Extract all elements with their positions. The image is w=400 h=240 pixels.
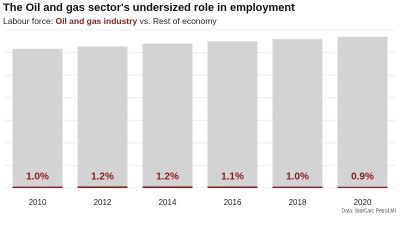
value-label: 1.0% (286, 172, 309, 183)
bar-segment (12, 48, 63, 187)
subtitle-prefix: Labour force: (3, 16, 53, 26)
bar-segment (207, 41, 258, 187)
bar-segment (12, 186, 63, 188)
x-tick-label: 2020 (354, 198, 372, 207)
value-label: 1.0% (26, 172, 49, 183)
bar-segment (272, 186, 323, 188)
subtitle-joiner: vs. (140, 16, 151, 26)
bar-segment (77, 46, 128, 187)
x-tick-label: 2010 (29, 198, 47, 207)
bar-segment (272, 39, 323, 187)
value-label: 1.1% (221, 172, 244, 183)
value-label: 0.9% (351, 172, 374, 183)
bar-segment (207, 186, 258, 188)
x-tick-label: 2012 (94, 198, 112, 207)
x-tick-label: 2018 (289, 198, 307, 207)
source-note: Data: StatCan; PetroLMI (342, 208, 396, 214)
x-tick-label: 2016 (224, 198, 242, 207)
chart-title: The Oil and gas sector's undersized role… (3, 2, 295, 14)
bar-segment (142, 43, 193, 187)
chart: The Oil and gas sector's undersized role… (3, 2, 396, 214)
legend-entry: Rest of economy (153, 16, 218, 26)
bar-segment (142, 186, 193, 188)
legend-entry: Oil and gas industry (55, 16, 137, 26)
bar-segment (77, 186, 128, 188)
value-label: 1.2% (156, 172, 179, 183)
x-tick-label: 2014 (159, 198, 177, 207)
bar-segment (337, 36, 388, 187)
bar-segment (337, 186, 388, 188)
value-label: 1.2% (91, 172, 114, 183)
chart-subtitle: Labour force: Oil and gas industry vs. R… (3, 16, 217, 26)
